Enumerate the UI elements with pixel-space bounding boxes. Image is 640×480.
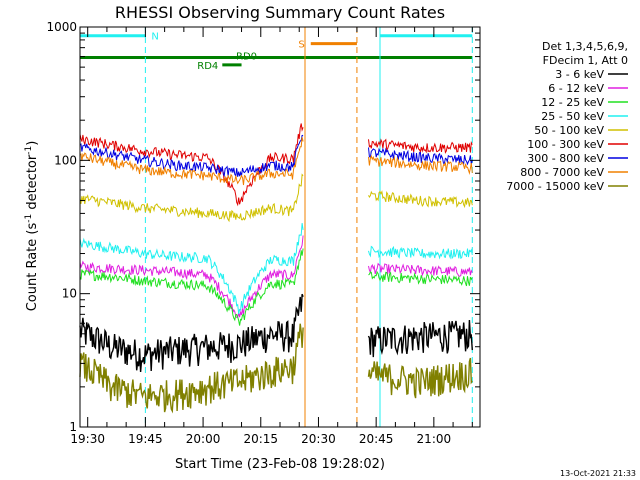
bar-label-n: N [151, 32, 158, 43]
series-line-pre [79, 323, 304, 414]
legend-header-line-2: FDecim 1, Att 0 [543, 54, 628, 67]
y-tick-label: 1000 [46, 20, 77, 34]
legend: Det 1,3,4,5,6,9, FDecim 1, Att 0 3 - 6 k… [506, 40, 628, 193]
series-line-pre [79, 235, 304, 318]
series-line-post [368, 154, 473, 175]
axes: 1 10 100 1000 19:30 19:45 20:00 20:15 20:30 20:45… [46, 20, 481, 446]
legend-label: 12 - 25 keV [541, 96, 604, 109]
legend-label: 800 - 7000 keV [520, 166, 604, 179]
x-tick-label: 20:15 [243, 432, 278, 446]
series-line-pre [79, 293, 304, 373]
x-tick-label: 20:30 [301, 432, 336, 446]
series-line-pre [79, 173, 304, 223]
y-axis-label-end: ) [25, 141, 40, 146]
x-tick-label: 20:45 [359, 432, 394, 446]
series-line-post [367, 319, 473, 358]
series-line-post [368, 190, 473, 209]
series-line-pre [79, 134, 304, 178]
series-line-post [368, 270, 473, 287]
y-tick-label: 10 [62, 287, 77, 301]
series-lines [79, 123, 473, 414]
chart-title: RHESSI Observing Summary Count Rates [115, 3, 445, 22]
y-tick-label: 100 [54, 153, 77, 167]
series-line-post [368, 147, 473, 166]
y-axis-label-mid: detector [25, 154, 40, 214]
series-line-pre [79, 248, 304, 326]
y-axis-label: Count Rate (s-1 detector-1) [24, 141, 40, 312]
x-tick-label: 19:45 [128, 432, 163, 446]
bar-label-rd4: RD4 [197, 61, 218, 72]
legend-label: 6 - 12 keV [548, 82, 604, 95]
x-axis-label: Start Time (23-Feb-08 19:28:02) [175, 457, 385, 472]
x-tick-label: 21:00 [417, 432, 452, 446]
x-tick-label: 20:00 [186, 432, 221, 446]
series-line-post [367, 357, 473, 399]
series-line-pre [79, 223, 304, 315]
legend-label: 50 - 100 keV [534, 124, 604, 137]
legend-label: 25 - 50 keV [541, 110, 604, 123]
series-line-post [368, 245, 473, 260]
legend-header-line-1: Det 1,3,4,5,6,9, [542, 40, 628, 53]
y-axis-label-exp2: -1 [24, 146, 34, 155]
y-axis-label-start: Count Rate (s [25, 223, 40, 312]
legend-label: 300 - 800 keV [527, 152, 604, 165]
y-tick-label: 1 [69, 420, 77, 434]
series-line-post [368, 138, 473, 154]
footer-timestamp: 13-Oct-2021 21:33 [560, 469, 636, 478]
series-line-pre [79, 137, 304, 186]
legend-label: 3 - 6 keV [555, 68, 604, 81]
legend-label: 100 - 300 keV [527, 138, 604, 151]
legend-label: 7000 - 15000 keV [506, 180, 604, 193]
bar-label-s: S [298, 40, 304, 51]
series-line-post [368, 262, 473, 277]
attenuator-bars: N S RD0 RD4 [80, 32, 473, 72]
y-axis-label-exp1: -1 [24, 214, 34, 223]
bar-label-rd0: RD0 [236, 52, 257, 63]
x-tick-label: 19:30 [70, 432, 105, 446]
